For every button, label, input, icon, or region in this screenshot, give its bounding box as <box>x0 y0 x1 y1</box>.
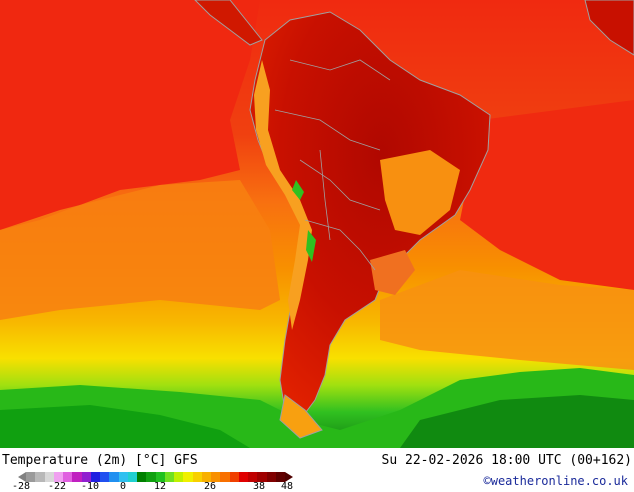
andes-cold-patch <box>292 180 316 262</box>
legend-swatch <box>164 472 174 482</box>
legend-tick-label: -10 <box>80 481 100 492</box>
temperature-map <box>0 0 634 448</box>
legend-swatch <box>53 472 63 482</box>
footer-bar: Temperature (2m) [°C] GFS Su 22-02-2026 … <box>0 448 634 492</box>
legend-left-arrow <box>18 472 26 482</box>
legend-swatch <box>229 472 239 482</box>
legend-swatch <box>192 472 202 482</box>
legend-swatch <box>248 472 258 482</box>
legend-swatch <box>183 472 193 482</box>
legend-swatch <box>26 472 36 482</box>
valid-datetime: Su 22-02-2026 18:00 UTC (00+162) <box>381 453 632 468</box>
orange-band-west <box>0 180 280 320</box>
legend-swatch <box>257 472 267 482</box>
legend-swatch <box>35 472 45 482</box>
legend-swatch <box>211 472 221 482</box>
legend-tick-label: 48 <box>280 481 294 492</box>
legend-tick-label: 0 <box>119 481 127 492</box>
orange-band-east <box>380 270 634 370</box>
legend-swatch <box>81 472 91 482</box>
legend-right-arrow <box>285 472 293 482</box>
legend-swatch <box>201 472 211 482</box>
uruguay-coast <box>370 250 415 295</box>
warm-ocean-east <box>460 100 634 290</box>
legend-swatch <box>137 472 147 482</box>
legend-swatch <box>118 472 128 482</box>
legend-swatch <box>238 472 248 482</box>
legend-tick-label: 12 <box>153 481 167 492</box>
legend-tick-label: 38 <box>252 481 266 492</box>
legend-swatch <box>72 472 82 482</box>
warm-ocean-west <box>0 0 260 230</box>
legend-swatch <box>63 472 73 482</box>
legend-swatch <box>155 472 165 482</box>
legend-tick-label: -28 <box>11 481 31 492</box>
legend-swatch <box>44 472 54 482</box>
legend-swatch <box>266 472 276 482</box>
brazil-plateau <box>380 150 460 235</box>
andes-strip <box>254 60 312 330</box>
color-scale-legend <box>18 472 293 482</box>
legend-swatch <box>90 472 100 482</box>
cold-ocean-deep <box>400 395 634 448</box>
legend-swatch <box>109 472 119 482</box>
legend-swatch <box>146 472 156 482</box>
map-title: Temperature (2m) [°C] GFS <box>2 453 198 468</box>
africa-corner <box>584 0 634 56</box>
cold-ocean-west <box>0 405 250 448</box>
legend-swatch <box>100 472 110 482</box>
legend-swatch <box>127 472 137 482</box>
legend-swatch <box>174 472 184 482</box>
legend-swatch <box>220 472 230 482</box>
credit-link[interactable]: ©weatheronline.co.uk <box>483 474 629 488</box>
legend-swatch <box>275 472 285 482</box>
legend-tick-label: 26 <box>203 481 217 492</box>
country-borders <box>274 59 391 271</box>
legend-tick-label: -22 <box>47 481 67 492</box>
tierra-del-fuego <box>279 394 323 439</box>
central-america <box>194 0 263 46</box>
